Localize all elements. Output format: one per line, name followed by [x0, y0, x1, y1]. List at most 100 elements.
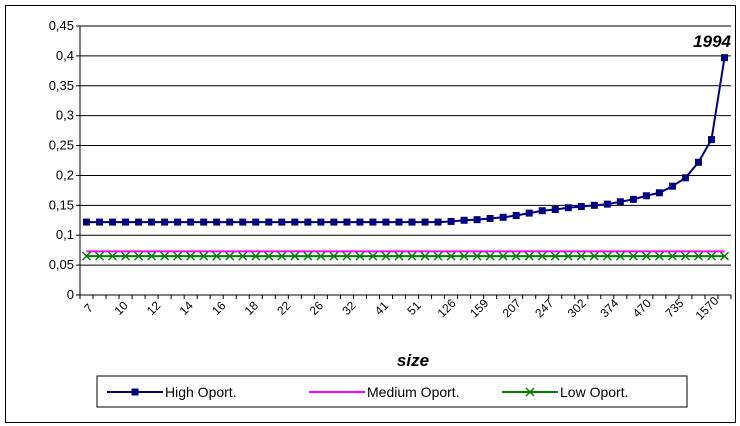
x-tick-label: 22 — [274, 298, 294, 318]
data-point — [96, 218, 104, 226]
x-tick-label: 374 — [597, 296, 621, 320]
data-point — [252, 218, 260, 226]
data-point — [420, 251, 430, 261]
data-point — [161, 218, 169, 226]
y-tick-label: 0,05 — [49, 257, 74, 272]
data-point — [720, 54, 728, 62]
data-point — [355, 251, 365, 261]
legend-label: Medium Oport. — [367, 384, 460, 400]
data-point-stroke — [264, 251, 274, 261]
data-point — [616, 198, 624, 206]
x-tick-label: 12 — [144, 298, 164, 318]
y-tick-label: 0,1 — [56, 227, 74, 242]
x-tick-label: 51 — [404, 298, 424, 318]
data-point — [642, 192, 650, 200]
data-point — [551, 206, 559, 214]
data-point-stroke — [290, 251, 300, 261]
data-point-stroke — [407, 251, 417, 261]
data-point-stroke — [342, 251, 352, 261]
data-point — [433, 251, 443, 261]
data-point — [109, 218, 117, 226]
data-point — [511, 251, 521, 261]
data-point — [213, 218, 221, 226]
data-point-stroke — [563, 251, 573, 261]
data-point — [667, 251, 677, 261]
x-tick-label: 247 — [532, 296, 556, 320]
data-point-stroke — [615, 251, 625, 261]
y-axis-ticks: 0 0,05 0,1 0,15 0,2 0,25 0,3 0,35 0,4 0,45 — [49, 18, 80, 302]
data-point-stroke — [251, 251, 261, 261]
y-tick-label: 0,4 — [56, 48, 74, 63]
data-point — [434, 218, 442, 226]
data-point — [447, 217, 455, 225]
data-point — [304, 218, 312, 226]
data-point — [381, 251, 391, 261]
data-point — [408, 218, 416, 226]
data-point — [369, 218, 377, 226]
data-point — [485, 251, 495, 261]
data-point — [303, 251, 313, 261]
data-point — [707, 136, 715, 144]
legend: High Oport. Medium Oport. Low Oport. — [96, 375, 688, 408]
x-tick-label: 470 — [630, 296, 654, 320]
y-tick-label: 0,35 — [49, 78, 74, 93]
data-point — [277, 251, 287, 261]
data-point — [486, 214, 494, 222]
data-point — [226, 218, 234, 226]
data-point-stroke — [225, 251, 235, 261]
data-point — [382, 218, 390, 226]
data-point-stroke — [667, 251, 677, 261]
data-point — [550, 251, 560, 261]
data-point — [394, 251, 404, 261]
data-point-stroke — [420, 251, 430, 261]
data-point-stroke — [238, 251, 248, 261]
data-point — [225, 251, 235, 261]
data-point — [83, 218, 91, 226]
data-point-stroke — [134, 251, 144, 261]
data-point — [135, 218, 143, 226]
legend-marker — [525, 387, 535, 397]
x-tick-label: 14 — [177, 298, 197, 318]
data-point — [589, 251, 599, 261]
y-tick-label: 0,45 — [49, 18, 74, 33]
data-point-stroke — [108, 251, 118, 261]
data-point — [122, 218, 130, 226]
data-point — [264, 251, 274, 261]
data-point — [200, 218, 208, 226]
data-point — [94, 251, 105, 261]
data-point — [577, 203, 585, 211]
data-point — [265, 218, 273, 226]
data-point — [681, 174, 689, 182]
data-point-stroke — [381, 251, 391, 261]
data-point — [524, 251, 534, 261]
data-point — [199, 251, 209, 261]
series-lines — [81, 54, 730, 261]
data-point-stroke — [719, 251, 730, 261]
axes — [79, 26, 731, 296]
data-point — [147, 251, 157, 261]
data-point-stroke — [654, 251, 664, 261]
data-point — [680, 251, 690, 261]
data-point — [563, 251, 573, 261]
data-point — [174, 218, 182, 226]
data-point-stroke — [589, 251, 599, 261]
data-point — [186, 251, 196, 261]
data-point-stroke — [641, 251, 651, 261]
data-point — [330, 218, 338, 226]
data-point-stroke — [355, 251, 365, 261]
data-point-stroke — [706, 251, 717, 261]
x-tick-label: 16 — [209, 298, 229, 318]
data-point — [693, 251, 703, 261]
data-point — [564, 204, 572, 212]
x-axis-label: size — [397, 351, 429, 370]
data-point — [421, 218, 429, 226]
data-point — [668, 182, 676, 190]
x-tick-label: 302 — [565, 296, 589, 320]
x-tick-label: 735 — [662, 296, 686, 320]
data-point — [212, 251, 222, 261]
data-point-stroke — [498, 251, 508, 261]
data-point — [356, 218, 364, 226]
data-point — [187, 218, 195, 226]
chart-svg: 1994 0 0,05 0,1 0,15 0,2 0,25 0,3 0,35 0,4 0,45 7… — [49, 18, 732, 408]
data-point — [343, 218, 351, 226]
